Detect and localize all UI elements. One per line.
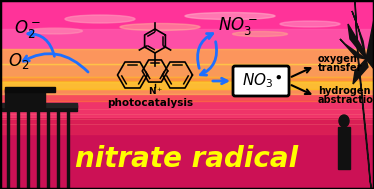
Text: abstraction: abstraction [318, 95, 374, 105]
Polygon shape [353, 59, 368, 84]
Polygon shape [366, 44, 374, 69]
Bar [0, 82, 374, 94]
Text: hydrogen: hydrogen [318, 86, 371, 96]
Text: transfer: transfer [318, 63, 362, 73]
Text: $NO_3$: $NO_3$ [242, 72, 274, 90]
Bar [5, 89, 45, 109]
Bar [0, 101, 374, 134]
Text: $\bullet$: $\bullet$ [273, 68, 282, 84]
Text: photocatalysis: photocatalysis [107, 98, 193, 108]
Text: $NO_3^-$: $NO_3^-$ [218, 15, 258, 37]
Text: oxygen: oxygen [318, 54, 358, 64]
Ellipse shape [233, 32, 288, 36]
Bar [0, 101, 374, 189]
Bar [0, 89, 374, 101]
Text: $O_2^-$: $O_2^-$ [14, 18, 41, 40]
Bar [27, 109, 29, 189]
Polygon shape [340, 39, 366, 59]
Bar [67, 109, 69, 189]
Ellipse shape [65, 15, 135, 23]
Bar [17, 109, 19, 189]
Ellipse shape [280, 21, 340, 27]
Bar [0, 64, 374, 77]
Bar [0, 29, 374, 49]
Text: $O_2$: $O_2$ [8, 51, 29, 71]
Bar [0, 49, 374, 64]
Bar [338, 127, 350, 169]
Bar [2, 103, 77, 107]
Bar [2, 105, 77, 111]
Ellipse shape [120, 23, 200, 30]
Text: nitrate radical: nitrate radical [76, 145, 298, 173]
Ellipse shape [28, 28, 83, 34]
Ellipse shape [339, 115, 349, 127]
Polygon shape [366, 19, 374, 59]
Polygon shape [352, 11, 366, 59]
FancyBboxPatch shape [233, 66, 289, 96]
Bar [0, 81, 374, 89]
Bar [7, 109, 9, 189]
Bar [0, 101, 374, 117]
Bar [57, 109, 59, 189]
Polygon shape [348, 24, 366, 59]
Ellipse shape [185, 12, 275, 19]
Bar [47, 109, 49, 189]
Bar [0, 0, 374, 29]
Bar [37, 109, 39, 189]
Polygon shape [355, 0, 372, 189]
Bar [5, 87, 55, 92]
Bar [0, 77, 374, 89]
Text: N$^+$: N$^+$ [148, 85, 164, 97]
